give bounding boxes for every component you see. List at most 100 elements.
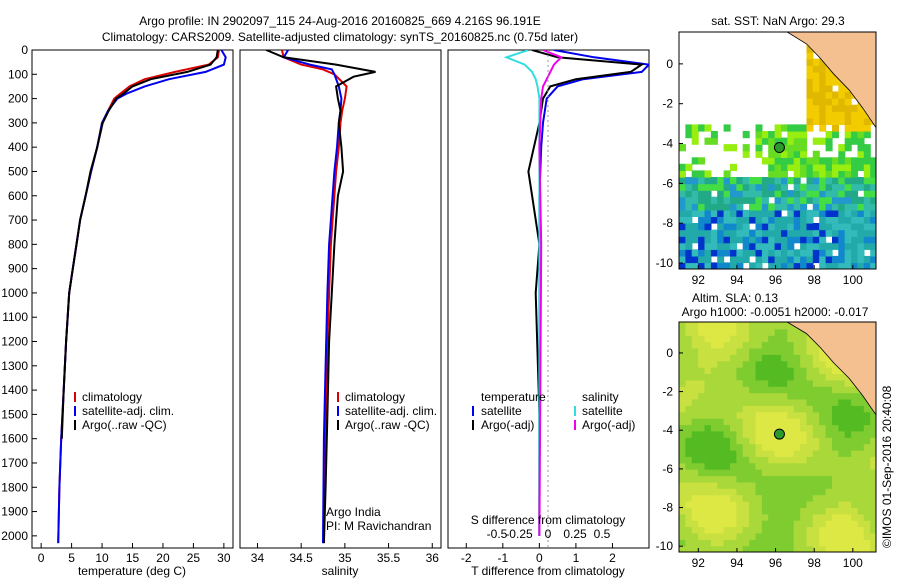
map-cell [710, 418, 718, 426]
map-cell [723, 196, 731, 204]
map-cell [717, 405, 725, 413]
map-cell [755, 481, 763, 489]
map-cell [698, 203, 706, 211]
map-cell [710, 481, 718, 489]
map-cell [870, 475, 876, 483]
map-cell [851, 532, 859, 540]
map-cell [844, 163, 852, 171]
map-cell [730, 443, 737, 451]
map-cell [800, 449, 808, 457]
lat-tick-label: -8 [662, 501, 673, 515]
map-cell [781, 526, 788, 534]
map-cell [710, 430, 718, 438]
map-cell [838, 242, 846, 250]
map-cell [793, 398, 801, 406]
map-cell [806, 163, 814, 171]
map-cell [685, 360, 693, 368]
map-cell [793, 418, 801, 426]
x-tick-label: 34.5 [289, 551, 313, 565]
map-cell [800, 223, 808, 231]
map-cell [761, 322, 769, 330]
map-cell [781, 322, 788, 330]
map-cell [793, 163, 801, 171]
map-cell [768, 488, 776, 496]
map-cell [698, 437, 706, 445]
s-tick-label: -0.5 [487, 527, 508, 541]
map-cell [685, 424, 693, 432]
map-cell [870, 411, 876, 419]
map-cell [698, 335, 706, 343]
s-difference-tick-labels: -0.5-0.25 0 0.25 0.5 [487, 527, 611, 541]
map-cell [857, 392, 865, 400]
map-cell [787, 249, 795, 257]
map-cell [717, 481, 725, 489]
x-tick-label: 35 [338, 551, 352, 565]
y-tick-label: 1400 [1, 383, 28, 397]
map-cell [838, 117, 846, 125]
map-cell [844, 424, 852, 432]
map-cell [730, 262, 737, 269]
map-cell [774, 520, 782, 528]
map-cell [774, 190, 782, 198]
map-cell [749, 216, 757, 224]
map-cell [806, 157, 814, 165]
map-cell [819, 488, 827, 496]
map-cell [825, 216, 833, 224]
map-cell [717, 322, 725, 330]
map-cell [730, 341, 737, 349]
map-cell [825, 360, 833, 368]
map-cell [787, 196, 795, 204]
map-cell [755, 236, 763, 244]
map-cell [691, 488, 699, 496]
map-cell [698, 386, 706, 394]
map-cell [679, 255, 686, 264]
map-cell [819, 398, 827, 406]
map-cell [787, 341, 795, 349]
map-cell [730, 216, 737, 224]
map-cell [844, 196, 852, 204]
map-cell [723, 501, 731, 508]
x-tick-label: 30 [217, 551, 231, 565]
map-cell [838, 98, 846, 106]
map-cell [679, 449, 686, 457]
map-cell [857, 462, 865, 470]
map-cell [838, 216, 846, 224]
map-cell [755, 347, 763, 355]
map-cell [825, 373, 833, 381]
map-cell [819, 424, 827, 432]
map-cell [710, 456, 718, 464]
map-cell [851, 494, 859, 502]
map-cell [736, 262, 744, 269]
map-cell [838, 386, 846, 394]
map-cell [717, 475, 725, 483]
map-cell [870, 462, 876, 470]
map-cell [736, 545, 744, 552]
map-cell [844, 501, 852, 508]
map-cell [755, 249, 763, 257]
map-cell [698, 177, 706, 185]
map-cell [863, 223, 871, 231]
map-cell [755, 183, 763, 191]
map-cell [755, 144, 763, 152]
map-cell [749, 513, 757, 521]
map-cell [825, 411, 833, 419]
map-cell [857, 481, 865, 489]
map-cell [781, 437, 788, 445]
map-cell [691, 223, 699, 231]
map-cell [844, 494, 852, 502]
map-cell [685, 386, 693, 394]
map-cell [691, 322, 699, 330]
map-cell [704, 430, 712, 438]
map-cell [870, 209, 876, 217]
map-cell [857, 398, 865, 406]
map-cell [825, 430, 833, 438]
temperature-panel: 0100200300400500600700800900100011001200… [1, 43, 234, 578]
map-cell [717, 507, 725, 515]
map-cell [710, 392, 718, 400]
map-cell [781, 242, 788, 250]
map-cell [691, 481, 699, 489]
map-cell [768, 177, 776, 185]
map-cell [812, 236, 820, 244]
map-cell [717, 392, 725, 400]
map-cell [761, 469, 769, 477]
